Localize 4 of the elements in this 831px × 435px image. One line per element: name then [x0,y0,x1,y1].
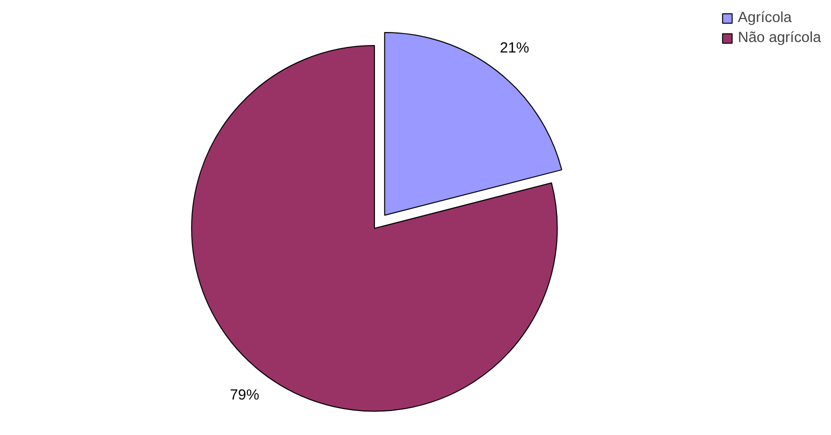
legend-label: Não agrícola [738,30,821,46]
legend-label: Agrícola [738,10,792,26]
data-label: 21% [500,40,530,56]
data-label: 79% [230,387,260,404]
